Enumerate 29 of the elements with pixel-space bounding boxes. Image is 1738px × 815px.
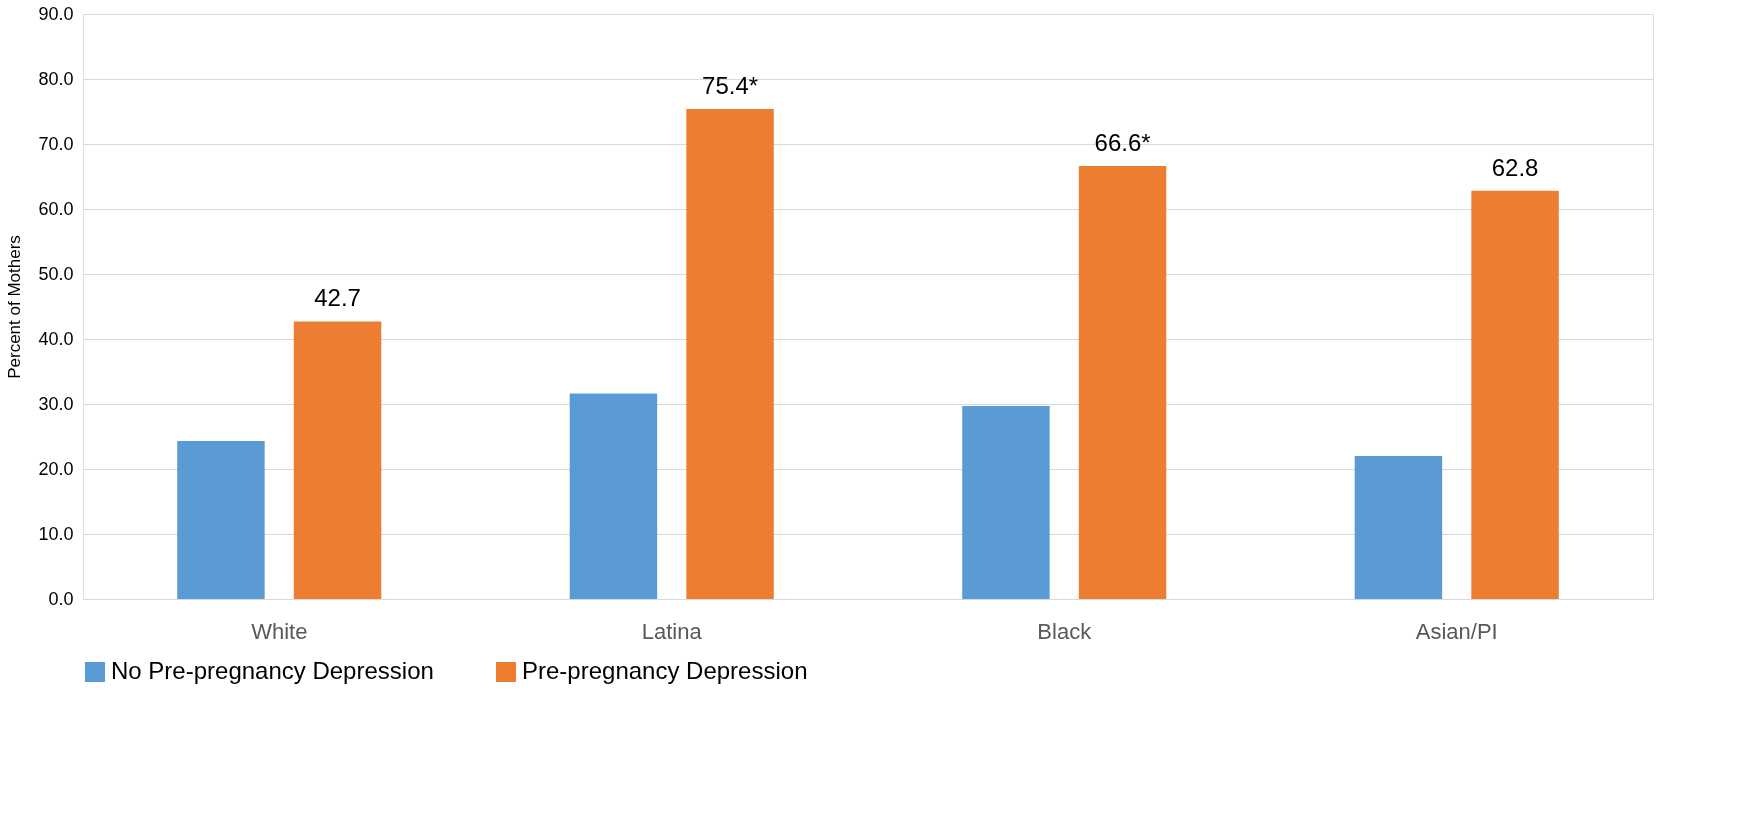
x-tick-label: Black [1037, 618, 1093, 644]
bar [1078, 166, 1167, 599]
bar [177, 441, 265, 599]
data-label: 75.4* [702, 71, 759, 99]
legend-label: Pre-pregnancy Depression [522, 657, 808, 684]
data-label: 66.6* [1094, 129, 1151, 157]
y-tick-label: 0.0 [48, 588, 74, 609]
x-tick-label: White [251, 618, 308, 644]
x-tick-label: Asian/PI [1415, 618, 1498, 644]
y-tick-label: 50.0 [38, 263, 74, 284]
y-tick-label: 60.0 [38, 198, 74, 219]
data-label: 62.8 [1491, 153, 1539, 181]
bar [1471, 190, 1559, 599]
y-axis-title: Percent of Mothers [5, 235, 25, 379]
y-tick-label: 70.0 [38, 133, 74, 154]
y-tick-label: 20.0 [38, 458, 74, 479]
bar [569, 393, 658, 599]
x-tick-label: Latina [641, 618, 703, 644]
y-tick-label: 40.0 [38, 328, 74, 349]
bar [293, 321, 382, 599]
y-tick-label: 80.0 [38, 68, 74, 89]
bar [1354, 456, 1443, 599]
legend-label: No Pre-pregnancy Depression [111, 657, 434, 684]
bar [962, 405, 1050, 599]
y-tick-label: 30.0 [38, 393, 74, 414]
bar [686, 108, 774, 599]
y-tick-label: 10.0 [38, 523, 74, 544]
data-label: 42.7 [314, 284, 361, 312]
y-tick-label: 90.0 [38, 3, 74, 24]
